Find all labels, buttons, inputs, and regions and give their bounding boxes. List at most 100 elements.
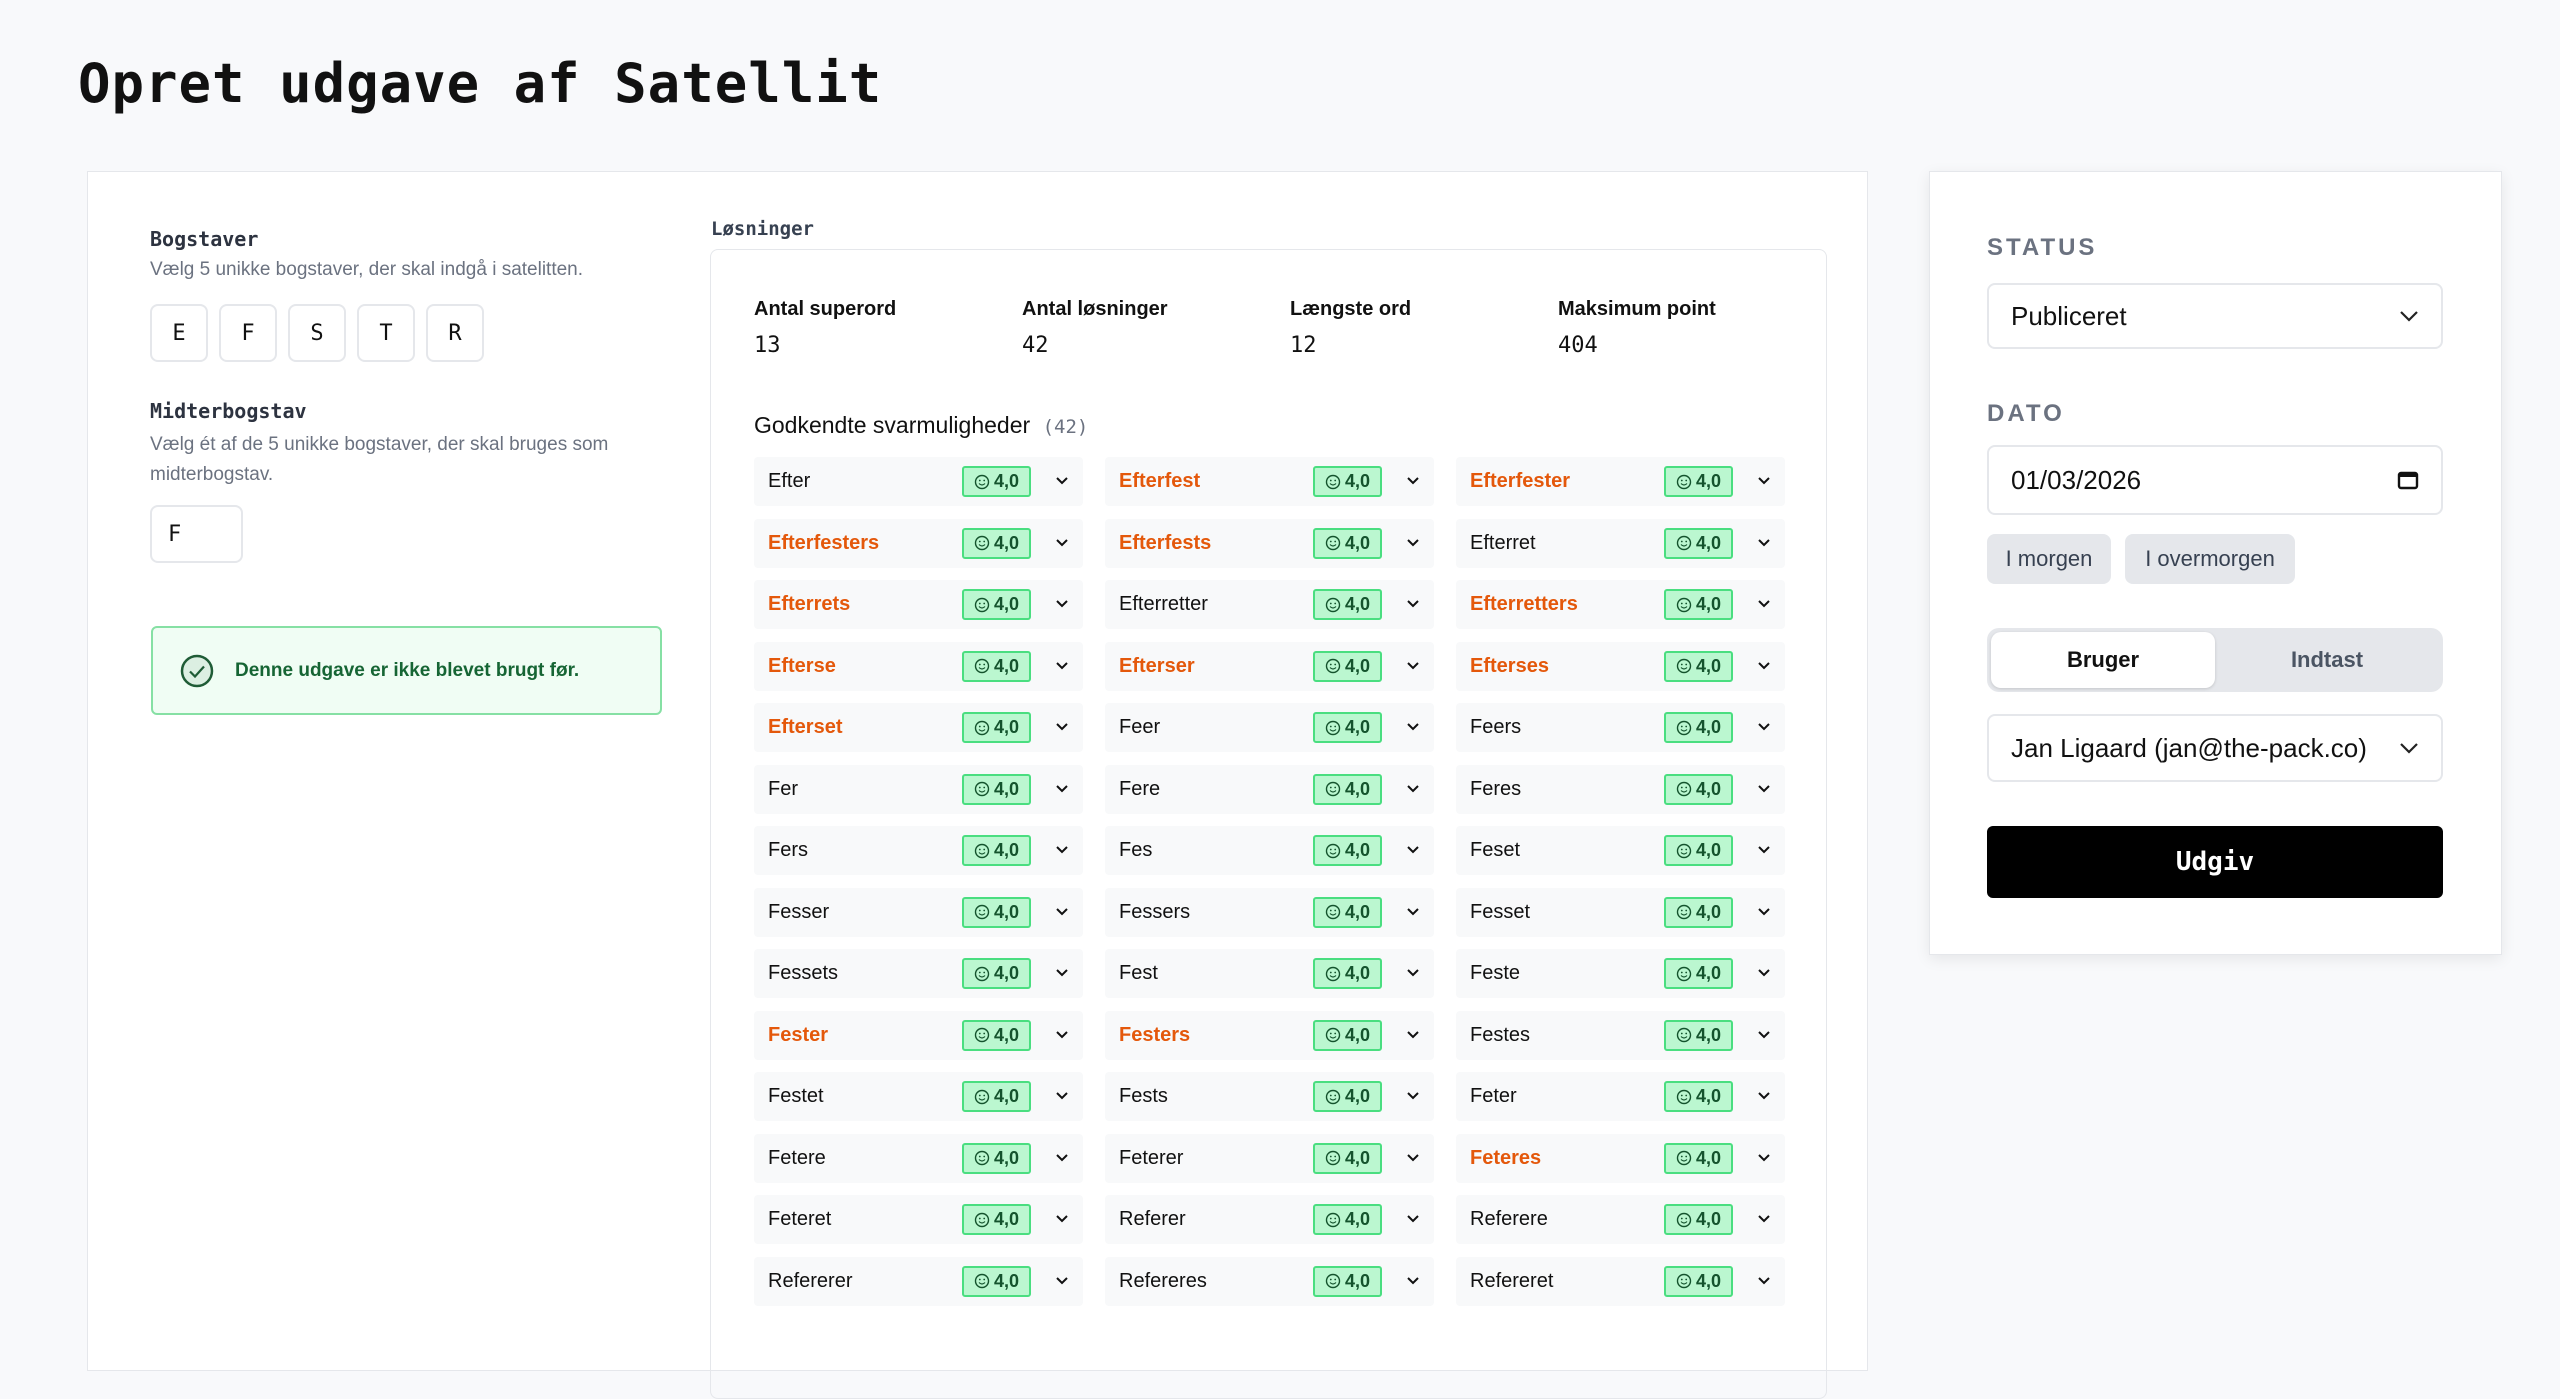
word-item[interactable]: Fer 4,0 (754, 764, 1083, 814)
word-item[interactable]: Refererer 4,0 (754, 1256, 1083, 1306)
word-item[interactable]: Fester 4,0 (754, 1010, 1083, 1060)
word-item[interactable]: Efterse 4,0 (754, 641, 1083, 691)
chevron-down-icon[interactable] (1405, 1086, 1421, 1112)
tab-manual[interactable]: Indtast (2290, 647, 2364, 672)
word-item[interactable]: Festers 4,0 (1105, 1010, 1434, 1060)
chevron-down-icon[interactable] (1405, 1025, 1421, 1051)
chevron-down-icon[interactable] (1054, 1209, 1070, 1235)
chevron-down-icon[interactable] (1054, 656, 1070, 682)
word-item[interactable]: Efterses 4,0 (1456, 641, 1785, 691)
chevron-down-icon[interactable] (1405, 717, 1421, 743)
word-item[interactable]: Referer 4,0 (1105, 1195, 1434, 1244)
word-item[interactable]: Efterrets 4,0 (754, 580, 1083, 629)
chevron-down-icon[interactable] (1756, 902, 1772, 928)
word-item[interactable]: Efterfest 4,0 (1105, 457, 1434, 506)
chevron-down-icon[interactable] (1405, 656, 1421, 682)
word-item[interactable]: Fessers 4,0 (1105, 887, 1434, 937)
letter-input[interactable]: R (426, 304, 484, 362)
letter-input[interactable]: E (150, 304, 208, 362)
chevron-down-icon[interactable] (1756, 656, 1772, 682)
letter-input[interactable]: F (219, 304, 277, 362)
letter-input[interactable]: T (357, 304, 415, 362)
word-item[interactable]: Fesset 4,0 (1456, 887, 1785, 937)
word-item[interactable]: Festet 4,0 (754, 1072, 1083, 1121)
word-item[interactable]: Efter 4,0 (754, 457, 1083, 506)
word-item[interactable]: Efterretter 4,0 (1105, 580, 1434, 629)
word-item[interactable]: Fesser 4,0 (754, 887, 1083, 937)
word-item[interactable]: Feres 4,0 (1456, 764, 1785, 814)
chevron-down-icon[interactable] (1756, 840, 1772, 866)
chevron-down-icon[interactable] (1756, 717, 1772, 743)
chevron-down-icon[interactable] (1405, 1148, 1421, 1174)
chevron-down-icon[interactable] (1405, 533, 1421, 559)
word-item[interactable]: Fests 4,0 (1105, 1072, 1434, 1121)
day-after-tomorrow-button[interactable]: I overmorgen (2125, 534, 2295, 584)
chevron-down-icon[interactable] (1756, 533, 1772, 559)
word-item[interactable]: Feteres 4,0 (1456, 1133, 1785, 1183)
chevron-down-icon[interactable] (1054, 1271, 1070, 1297)
chevron-down-icon[interactable] (1054, 533, 1070, 559)
user-select[interactable]: Jan Ligaard (jan@the-pack.co) (1987, 714, 2443, 782)
word-item[interactable]: Fest 4,0 (1105, 949, 1434, 998)
word-item[interactable]: Feste 4,0 (1456, 949, 1785, 998)
chevron-down-icon[interactable] (1405, 963, 1421, 989)
tab-user[interactable]: Bruger (1991, 632, 2215, 688)
chevron-down-icon[interactable] (1405, 840, 1421, 866)
word-item[interactable]: Fes 4,0 (1105, 826, 1434, 875)
chevron-down-icon[interactable] (1054, 902, 1070, 928)
word-item[interactable]: Efterset 4,0 (754, 703, 1083, 752)
chevron-down-icon[interactable] (1756, 1209, 1772, 1235)
word-item[interactable]: Festes 4,0 (1456, 1010, 1785, 1060)
chevron-down-icon[interactable] (1054, 1025, 1070, 1051)
word-item[interactable]: Feter 4,0 (1456, 1072, 1785, 1121)
word-item[interactable]: Efterfesters 4,0 (754, 518, 1083, 568)
chevron-down-icon[interactable] (1054, 1148, 1070, 1174)
chevron-down-icon[interactable] (1054, 594, 1070, 620)
chevron-down-icon[interactable] (1054, 840, 1070, 866)
publish-button[interactable]: Udgiv (1987, 826, 2443, 898)
word-item[interactable]: Feers 4,0 (1456, 703, 1785, 752)
word-item[interactable]: Fers 4,0 (754, 826, 1083, 875)
word-item[interactable]: Fessets 4,0 (754, 949, 1083, 998)
chevron-down-icon[interactable] (1054, 1086, 1070, 1112)
status-select[interactable]: Publiceret (1987, 283, 2443, 349)
chevron-down-icon[interactable] (1756, 779, 1772, 805)
tomorrow-button[interactable]: I morgen (1987, 534, 2111, 584)
word-item[interactable]: Refereres 4,0 (1105, 1256, 1434, 1306)
chevron-down-icon[interactable] (1405, 594, 1421, 620)
chevron-down-icon[interactable] (1756, 471, 1772, 497)
chevron-down-icon[interactable] (1405, 779, 1421, 805)
chevron-down-icon[interactable] (1756, 963, 1772, 989)
chevron-down-icon[interactable] (1756, 1025, 1772, 1051)
word-item[interactable]: Efterret 4,0 (1456, 518, 1785, 568)
word-item[interactable]: Efterretters 4,0 (1456, 580, 1785, 629)
chevron-down-icon[interactable] (1054, 471, 1070, 497)
chevron-down-icon[interactable] (1756, 1271, 1772, 1297)
chevron-down-icon[interactable] (1054, 963, 1070, 989)
word-item[interactable]: Fere 4,0 (1105, 764, 1434, 814)
score-badge: 4,0 (1664, 773, 1733, 805)
word-item[interactable]: Efterser 4,0 (1105, 641, 1434, 691)
chevron-down-icon[interactable] (1756, 1148, 1772, 1174)
chevron-down-icon[interactable] (1405, 902, 1421, 928)
chevron-down-icon[interactable] (1054, 717, 1070, 743)
calendar-icon[interactable] (2397, 469, 2419, 491)
word-item[interactable]: Feteret 4,0 (754, 1195, 1083, 1244)
word-item[interactable]: Feterer 4,0 (1105, 1133, 1434, 1183)
chevron-down-icon[interactable] (1405, 1209, 1421, 1235)
chevron-down-icon[interactable] (1054, 779, 1070, 805)
date-input[interactable]: 01/03/2026 (1987, 445, 2443, 515)
word-item[interactable]: Feset 4,0 (1456, 826, 1785, 875)
letter-input[interactable]: S (288, 304, 346, 362)
word-item[interactable]: Feer 4,0 (1105, 703, 1434, 752)
word-item[interactable]: Efterfester 4,0 (1456, 457, 1785, 506)
word-item[interactable]: Refereret 4,0 (1456, 1256, 1785, 1306)
chevron-down-icon[interactable] (1405, 471, 1421, 497)
chevron-down-icon[interactable] (1405, 1271, 1421, 1297)
chevron-down-icon[interactable] (1756, 1086, 1772, 1112)
word-item[interactable]: Referere 4,0 (1456, 1195, 1785, 1244)
chevron-down-icon[interactable] (1756, 594, 1772, 620)
center-letter-input[interactable]: F (150, 505, 243, 563)
word-item[interactable]: Fetere 4,0 (754, 1133, 1083, 1183)
word-item[interactable]: Efterfests 4,0 (1105, 518, 1434, 568)
